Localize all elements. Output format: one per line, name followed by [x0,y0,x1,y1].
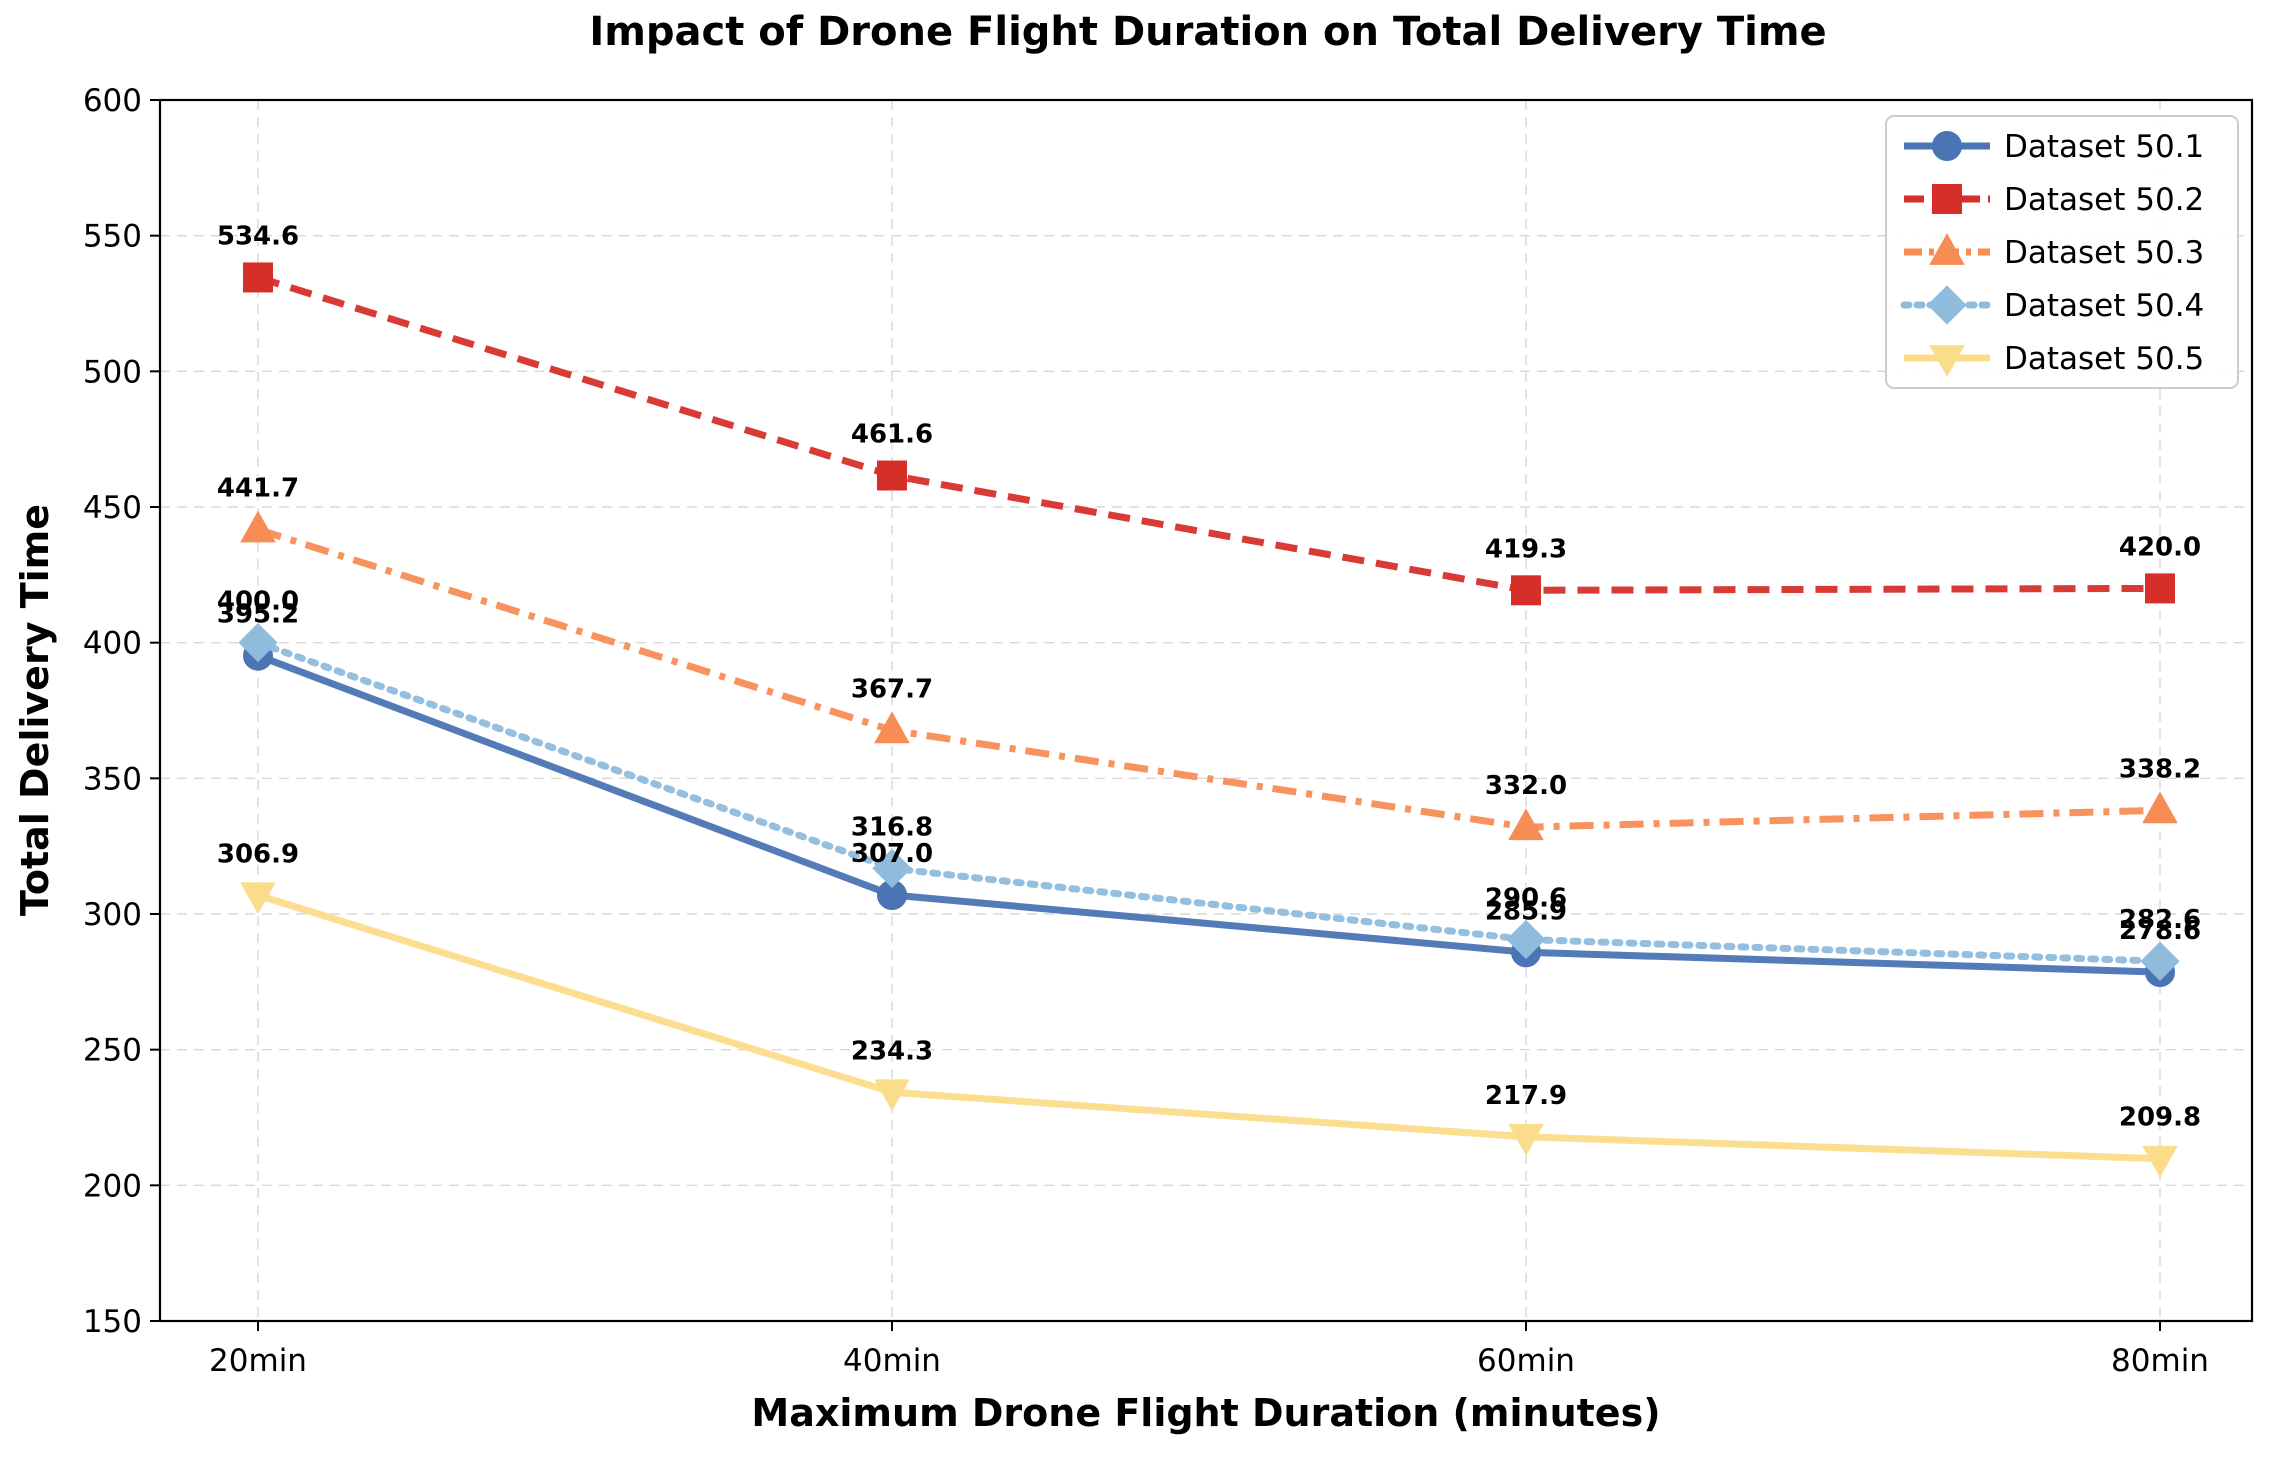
legend-marker-4 [1927,285,1967,325]
series-layer [238,262,2180,1178]
data-label: 441.7 [217,474,299,504]
plot-area-frame [158,98,2254,1323]
series-2-point [243,262,273,293]
y-tick-label: 250 [83,1033,142,1069]
legend-marker-5 [1929,345,1965,377]
series-2-point [877,460,907,491]
series-2-point [1511,575,1541,606]
legend: Dataset 50.1 Dataset 50.2 Dataset 50.3 Data… [1885,115,2239,389]
data-label: 419.3 [1485,534,1567,564]
series-2-point [2145,573,2175,604]
series-3-point [874,711,910,744]
legend-marker-3 [1929,233,1965,265]
y-tick-label: 150 [83,1304,142,1340]
data-label: 367.7 [851,674,933,704]
series-3-point [2142,791,2178,824]
tick-layer: 150 200 250 300 350 400 450 500 550 600 20min 40min… [83,83,2209,1379]
legend-marker-2 [1932,184,1962,214]
series-4-point [872,848,912,889]
series-5-point [2142,1145,2178,1178]
x-tick-label: 80min [2111,1343,2209,1379]
data-label: 290.6 [1485,884,1567,914]
y-tick-label: 500 [83,354,142,390]
y-axis-label: Total Delivery Time [13,504,57,916]
series-4-point [1506,919,1546,960]
y-tick-label: 600 [83,83,142,119]
legend-label-3: Dataset 50.3 [2004,235,2204,271]
data-label: 395.2 [217,600,299,630]
data-label: 209.8 [2119,1103,2201,1133]
y-tick-label: 550 [83,219,142,255]
series-5-point [240,882,276,915]
legend-frame [1885,115,2239,389]
y-tick-label: 300 [83,897,142,933]
legend-marker-1 [1932,131,1962,161]
data-label: 534.6 [217,221,299,251]
x-axis-label: Maximum Drone Flight Duration (minutes) [751,1391,1660,1435]
x-tick-label: 20min [209,1343,307,1379]
series-3-point [1508,808,1544,841]
data-label: 316.8 [851,812,933,842]
data-label: 278.6 [2119,916,2201,946]
series-line-4 [254,639,2164,965]
data-label: 400.0 [217,587,299,617]
y-tick-label: 450 [83,490,142,526]
legend-label-4: Dataset 50.4 [2004,288,2204,324]
series-line-5 [256,891,2161,1163]
series-line-2 [256,274,2161,594]
legend-label-1: Dataset 50.1 [2004,129,2204,165]
data-label: 285.9 [1485,896,1567,926]
data-label: 420.0 [2119,532,2201,562]
y-tick-label: 350 [83,761,142,797]
series-4-point [2140,941,2180,981]
data-label: 461.6 [851,420,933,450]
series-5-point [1508,1123,1544,1156]
data-label-layer: 395.2 307.0 285.9 278.6 534.6 461.6 419.3 420.0… [217,221,2201,1132]
series-5-point [874,1079,910,1112]
legend-label-5: Dataset 50.5 [2004,341,2204,377]
data-label: 306.9 [217,839,299,869]
x-tick-label: 60min [1477,1343,1575,1379]
y-tick-label: 200 [83,1168,142,1204]
data-label: 282.6 [2119,905,2201,935]
series-3-point [240,510,276,543]
series-line-1 [256,652,2161,976]
chart-title: Impact of Drone Flight Duration on Total… [589,9,1826,55]
y-tick-label: 400 [83,626,142,662]
data-label: 338.2 [2119,754,2201,784]
data-label: 307.0 [851,839,933,869]
data-label: 217.9 [1485,1081,1567,1111]
series-line-3 [256,526,2161,831]
x-tick-label: 40min [843,1343,941,1379]
data-label: 234.3 [851,1036,933,1066]
series-4-point [238,623,278,663]
data-label: 332.0 [1485,771,1567,801]
legend-label-2: Dataset 50.2 [2004,182,2204,218]
